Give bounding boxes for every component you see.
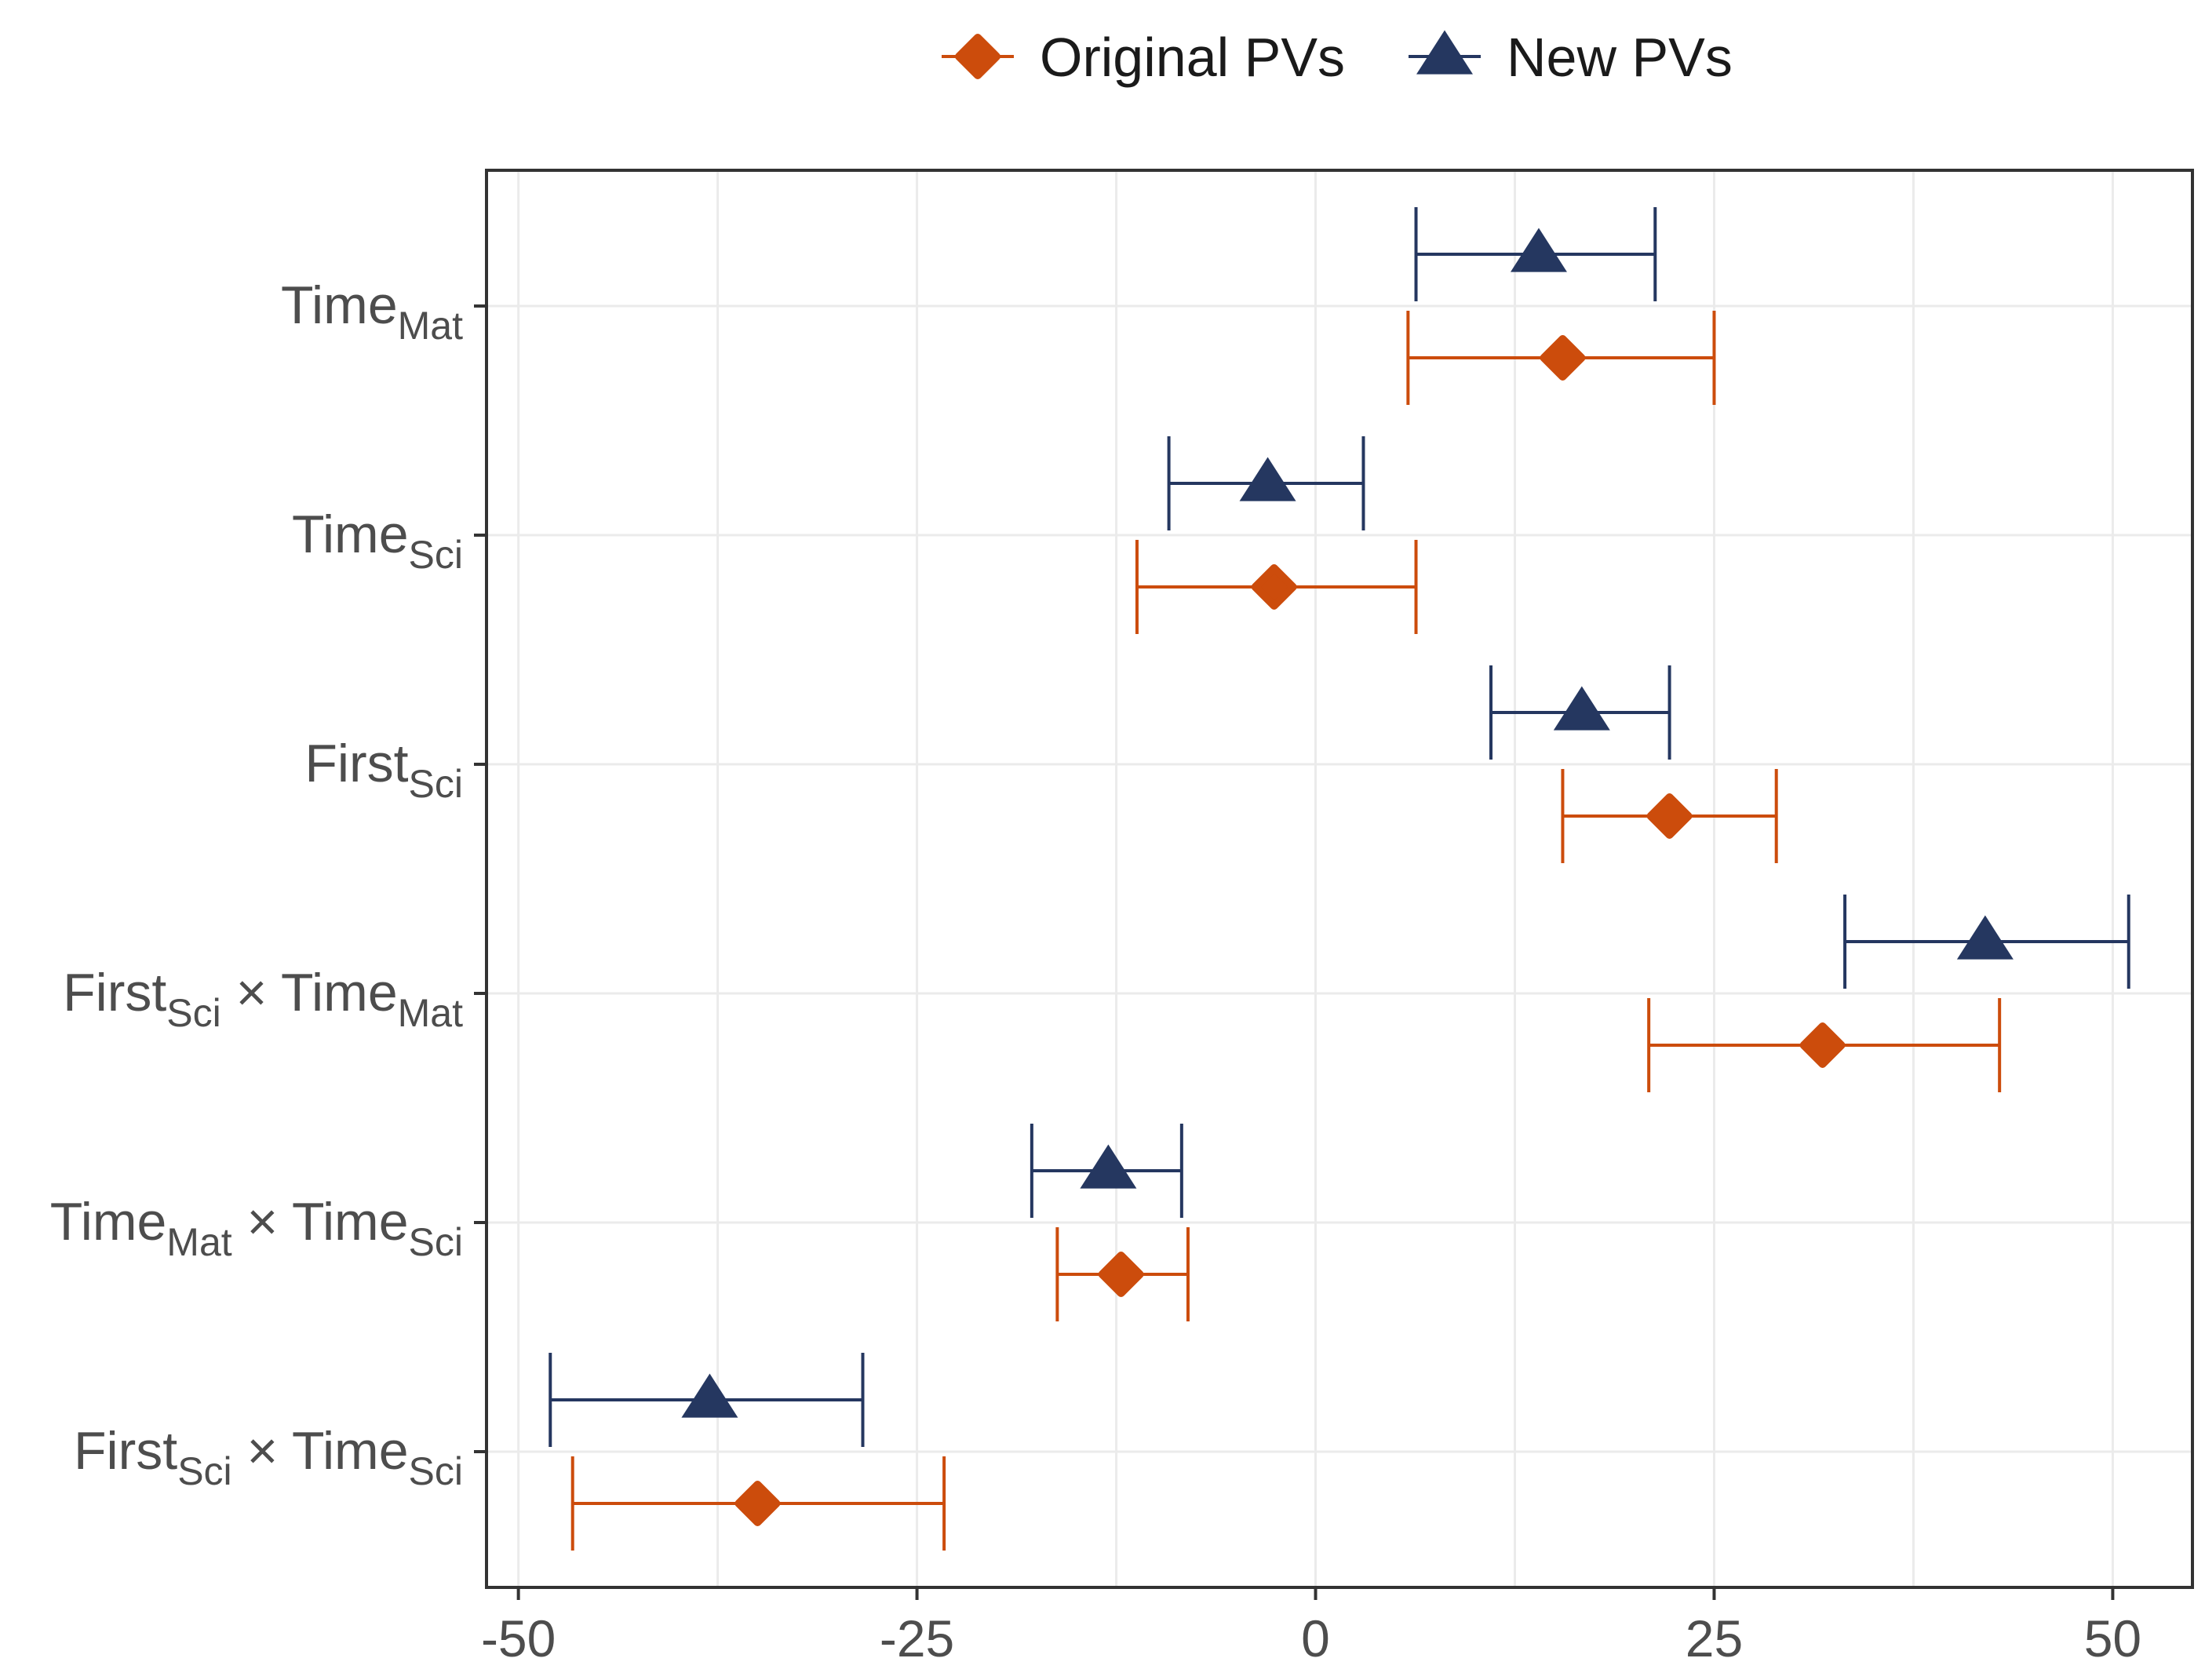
point-triangle	[1553, 686, 1610, 731]
label-base: First	[304, 734, 408, 793]
point-triangle	[1510, 228, 1567, 272]
point-triangle	[1239, 457, 1296, 501]
point-diamond	[734, 1481, 781, 1526]
point-triangle	[1416, 30, 1473, 75]
x-tick-label: 25	[1686, 1609, 1743, 1667]
label-subscript: Sci	[177, 1449, 231, 1493]
y-category-label: FirstSci × TimeSci	[74, 1421, 463, 1493]
label-base: First	[74, 1421, 177, 1481]
point-diamond	[1251, 564, 1297, 610]
label-base-2: Time	[292, 1421, 409, 1481]
x-tick-label: -50	[481, 1609, 556, 1667]
label-subscript: Mat	[166, 1220, 231, 1264]
gridlines	[487, 170, 2192, 1587]
label-base: First	[63, 963, 166, 1022]
label-subscript-2: Sci	[409, 1449, 463, 1493]
y-category-label: TimeMat × TimeSci	[50, 1192, 463, 1264]
point-triangle	[1080, 1144, 1137, 1189]
label-base: Time	[50, 1192, 167, 1252]
legend-item-new-pvs: New PVs	[1409, 27, 1733, 88]
point-diamond	[1540, 335, 1586, 381]
legend: Original PVs New PVs	[942, 27, 1733, 88]
label-subscript-2: Mat	[398, 991, 463, 1035]
point-triangle	[681, 1373, 738, 1418]
x-tick-label: 0	[1301, 1609, 1330, 1667]
series-original-pvs	[570, 311, 2002, 1551]
x-tick-label: 50	[2084, 1609, 2141, 1667]
label-subscript: Sci	[409, 762, 463, 806]
label-subscript: Sci	[166, 991, 220, 1035]
label-subscript-2: Sci	[409, 1220, 463, 1264]
plot-panel-border	[485, 169, 2194, 1589]
label-times: ×	[232, 1192, 292, 1252]
point-diamond	[1098, 1252, 1144, 1297]
x-axis: -50 -25 0 25 50	[481, 1587, 2141, 1667]
label-base: Time	[281, 275, 398, 335]
label-base-2: Time	[281, 963, 398, 1022]
label-subscript: Mat	[398, 304, 463, 348]
label-times: ×	[232, 1421, 292, 1481]
y-category-label: FirstSci	[304, 734, 463, 806]
point-diamond	[955, 34, 1000, 79]
y-category-label: FirstSci × TimeMat	[63, 963, 463, 1035]
y-category-label: TimeSci	[292, 505, 463, 577]
point-triangle	[1956, 915, 2014, 960]
label-base-2: Time	[292, 1192, 409, 1252]
legend-item-original-pvs: Original PVs	[942, 27, 1345, 88]
series-new-pvs	[549, 207, 2130, 1447]
point-diamond	[1799, 1022, 1846, 1068]
point-diamond	[1646, 793, 1693, 839]
y-category-label: TimeMat	[281, 275, 463, 348]
legend-label: Original PVs	[1040, 27, 1345, 88]
label-base: Time	[292, 505, 409, 564]
plot-marks	[549, 207, 2130, 1551]
label-times: ×	[221, 963, 281, 1022]
x-tick-label: -25	[880, 1609, 954, 1667]
legend-label: New PVs	[1507, 27, 1733, 88]
label-subscript: Sci	[409, 533, 463, 577]
